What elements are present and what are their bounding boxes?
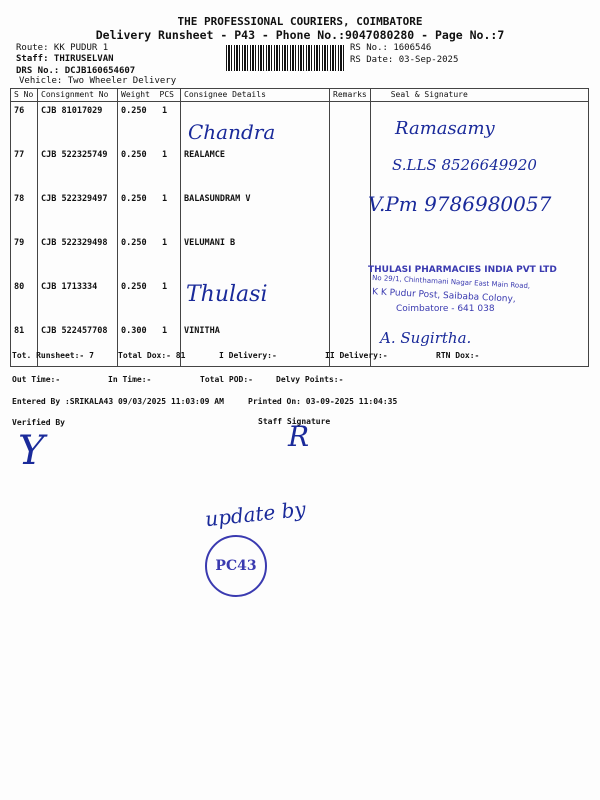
consignee-details: VELUMANI B — [180, 234, 330, 278]
circle-stamp-text: PC43 — [215, 558, 257, 574]
stamp-line: THULASI PHARMACIES INDIA PVT LTD — [368, 265, 557, 275]
i-delivery: I Delivery:- — [219, 351, 277, 360]
consignment-number: CJB 522329498 — [37, 234, 118, 278]
route: Route: KK PUDUR 1 — [16, 43, 109, 53]
seal-signature — [369, 278, 589, 322]
pcs: 1 — [161, 282, 168, 292]
remarks — [329, 146, 371, 190]
signature: A. Sugirtha. — [380, 329, 472, 347]
printed-on: Printed On: 03-09-2025 11:04:35 — [248, 397, 398, 406]
table-row: 80 CJB 1713334 0.250 1 — [10, 278, 589, 322]
serial-number: 81 — [10, 322, 38, 367]
weight: 0.250 — [121, 282, 147, 292]
total-dox: Total Dox:- 81 — [118, 351, 186, 360]
out-time: Out Time:- — [12, 375, 61, 384]
weight: 0.250 — [121, 238, 147, 248]
serial-number: 77 — [10, 146, 38, 190]
rs-date: RS Date: 03-Sep-2025 — [350, 55, 459, 65]
consignment-number: CJB 81017029 — [37, 101, 118, 146]
consignee-details — [180, 101, 330, 146]
remarks — [329, 190, 371, 234]
pcs: 1 — [161, 106, 168, 116]
pcs: 1 — [161, 194, 168, 204]
entered-by: Entered By :SRIKALA43 09/03/2025 11:03:0… — [12, 397, 224, 406]
col-pcs: PCS — [159, 90, 174, 99]
handwritten-name: Thulasi — [186, 282, 268, 307]
remarks — [329, 278, 371, 322]
rs-number: RS No.: 1606546 — [350, 43, 432, 53]
col-seal: Seal & Signature — [369, 88, 589, 102]
pcs: 1 — [161, 238, 168, 248]
seal-signature — [369, 101, 589, 146]
remarks — [329, 101, 371, 146]
total-pod: Total POD:- — [200, 375, 253, 384]
staff-signature: Staff Signature — [258, 417, 331, 426]
update-note: update by — [204, 496, 307, 532]
stamp-line: Coimbatore - 641 038 — [396, 304, 495, 314]
table-row: 78 CJB 522329497 0.250 1 BALASUNDRAM V — [10, 190, 589, 234]
weight-pcs: 0.250 1 — [117, 190, 181, 234]
col-consignment: Consignment No — [37, 88, 118, 102]
weight: 0.250 — [121, 150, 147, 160]
table-row: 81 CJB 522457708 0.300 1 VINITHA — [10, 322, 589, 367]
company-name: THE PROFESSIONAL COURIERS, COIMBATORE — [177, 15, 423, 28]
drs-number: DRS No.: DCJB160654607 — [16, 66, 136, 76]
staff: Staff: THIRUSELVAN — [16, 54, 114, 64]
table-row: 76 CJB 81017029 0.250 1 — [10, 101, 589, 146]
consignment-number: CJB 1713334 — [37, 278, 118, 322]
consignee-details: REALAMCE — [180, 146, 330, 190]
col-weight: Weight — [121, 90, 150, 99]
consignee-details: VINITHA — [180, 322, 330, 367]
col-sno: S No — [10, 88, 38, 102]
circle-stamp: PC43 — [205, 535, 267, 597]
pcs: 1 — [161, 326, 168, 336]
serial-number: 79 — [10, 234, 38, 278]
tot-runsheet: Tot. Runsheet:- 7 — [12, 351, 94, 360]
handwritten-name: Chandra — [188, 120, 276, 144]
barcode — [226, 45, 346, 71]
runsheet-title: Delivery Runsheet - P43 - Phone No.:9047… — [95, 28, 505, 42]
verified-signature: Y — [18, 428, 45, 474]
weight-pcs: 0.250 1 — [117, 234, 181, 278]
staff-handwritten-signature: R — [288, 420, 310, 453]
weight-pcs: 0.300 1 — [117, 322, 181, 367]
weight: 0.300 — [121, 326, 147, 336]
consignee-details: BALASUNDRAM V — [180, 190, 330, 234]
in-time: In Time:- — [108, 375, 152, 384]
ii-delivery: II Delivery:- — [325, 351, 388, 360]
signature: V.Pm 9786980057 — [368, 192, 552, 216]
consignee-details — [180, 278, 330, 322]
consignment-number: CJB 522329497 — [37, 190, 118, 234]
signature: Ramasamy — [395, 118, 495, 139]
weight-pcs: 0.250 1 — [117, 278, 181, 322]
signature: S.LLS 8526649920 — [392, 156, 537, 174]
rtn-dox: RTN Dox:- — [436, 351, 480, 360]
seal-signature — [369, 234, 589, 278]
pcs: 1 — [161, 150, 168, 160]
table-row: 79 CJB 522329498 0.250 1 VELUMANI B — [10, 234, 589, 278]
weight: 0.250 — [121, 106, 147, 116]
seal-signature — [369, 146, 589, 190]
weight: 0.250 — [121, 194, 147, 204]
serial-number: 80 — [10, 278, 38, 322]
table-row: 77 CJB 522325749 0.250 1 REALAMCE — [10, 146, 589, 190]
col-consignee: Consignee Details — [180, 88, 330, 102]
remarks — [329, 234, 371, 278]
weight-pcs: 0.250 1 — [117, 146, 181, 190]
consignment-number: CJB 522457708 — [37, 322, 118, 367]
col-weight-pcs: Weight PCS — [117, 88, 181, 102]
consignment-table: S No Consignment No Weight PCS Consignee… — [10, 88, 589, 367]
seal-signature — [369, 190, 589, 234]
verified-by: Verified By — [12, 418, 65, 427]
serial-number: 78 — [10, 190, 38, 234]
seal-signature — [369, 322, 589, 367]
consignment-number: CJB 522325749 — [37, 146, 118, 190]
serial-number: 76 — [10, 101, 38, 146]
weight-pcs: 0.250 1 — [117, 101, 181, 146]
delvy-points: Delvy Points:- — [276, 375, 344, 384]
col-remarks: Remarks — [329, 88, 371, 102]
vehicle: Vehicle: Two Wheeler Delivery — [19, 76, 177, 86]
